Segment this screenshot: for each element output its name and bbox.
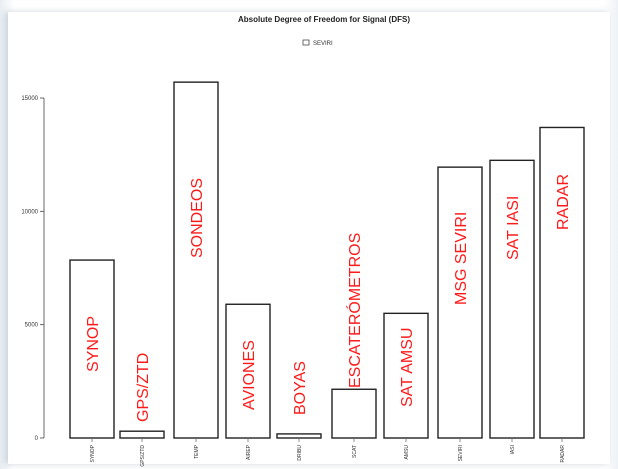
bar-scat	[331, 388, 377, 439]
bar-radar	[539, 126, 585, 439]
annotation-label: SAT AMSU	[399, 328, 416, 407]
x-tick-label: AMSU	[404, 445, 410, 460]
y-axis: 0 5000 10000 15000	[21, 96, 45, 442]
annotation-label: SONDEOS	[189, 178, 206, 258]
legend-swatch	[302, 39, 310, 46]
bar-synop	[69, 259, 115, 439]
annotation-label: RADAR	[555, 174, 572, 230]
chart-title: Absolute Degree of Freedom for Signal (D…	[238, 15, 410, 24]
legend: SEVIRI	[302, 39, 333, 47]
x-tick-label: DRIBU	[297, 445, 303, 461]
bar-airep	[225, 303, 271, 439]
bar-temp	[173, 81, 219, 439]
annotation-label: SYNOP	[85, 316, 102, 372]
x-tick-label: SEVIRI	[458, 445, 464, 461]
legend-label: SEVIRI	[313, 41, 333, 47]
annotations: SYNOP GPS/ZTD SONDEOS AVIONES BOYAS ESCATERÓM…	[85, 174, 572, 422]
annotation-label: MSG SEVIRI	[453, 212, 470, 305]
bar-gps-ztd	[119, 430, 165, 439]
bar-iasi	[489, 159, 535, 439]
x-tick-label: RADAR	[560, 445, 566, 463]
annotation-label: GPS/ZTD	[135, 353, 152, 422]
annotation-label: BOYAS	[292, 361, 309, 415]
bar-seviri	[437, 166, 483, 439]
annotation-label: ESCATERÓMETROS	[345, 233, 364, 388]
y-tick-label: 10000	[21, 209, 38, 215]
x-axis: SYNOP GPS/ZTD TEMP AIREP DRIBU SCAT AMSU SEVIRI…	[90, 439, 566, 467]
x-tick-label: GPS/ZTD	[140, 445, 146, 467]
bar-amsu	[383, 312, 429, 439]
bar-dribu	[276, 433, 322, 439]
y-tick-label: 0	[35, 436, 39, 442]
y-tick-label: 5000	[25, 323, 39, 329]
x-tick-label: SYNOP	[90, 444, 96, 462]
y-tick-label: 15000	[21, 96, 38, 102]
x-tick-label: SCAT	[352, 445, 358, 458]
bars	[69, 81, 585, 439]
x-tick-label: IASI	[510, 445, 516, 454]
x-tick-label: TEMP	[194, 444, 200, 459]
x-tick-label: AIREP	[246, 444, 252, 460]
annotation-label: AVIONES	[241, 340, 258, 410]
annotation-label: SAT IASI	[505, 196, 522, 260]
